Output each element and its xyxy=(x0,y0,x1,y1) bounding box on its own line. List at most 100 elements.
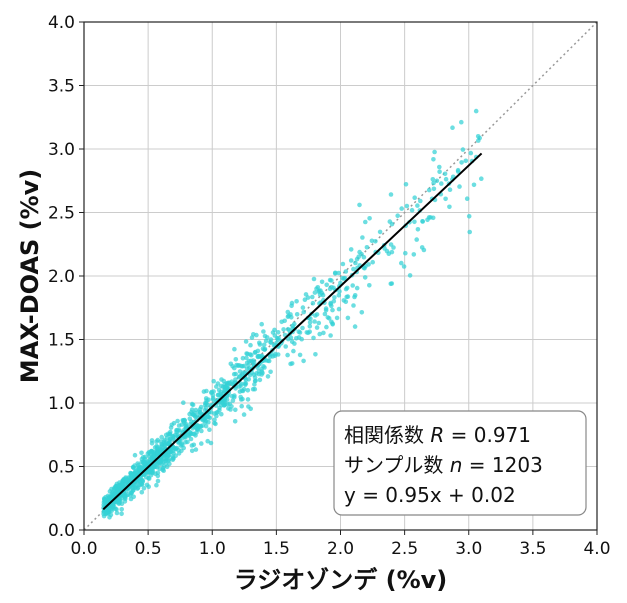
data-points xyxy=(101,108,484,520)
data-point xyxy=(139,489,145,495)
data-point xyxy=(198,424,203,430)
data-point xyxy=(268,369,273,375)
data-point xyxy=(116,499,121,505)
data-point xyxy=(140,464,146,470)
x-axis-label: ラジオゾンデ (%v) xyxy=(234,566,448,594)
regression-line xyxy=(102,152,483,511)
data-point xyxy=(232,419,238,424)
data-point xyxy=(299,336,305,342)
data-point xyxy=(324,324,329,330)
x-tick-label: 3.0 xyxy=(455,539,482,559)
data-point xyxy=(135,485,141,491)
y-tick-label: 1.5 xyxy=(48,331,75,351)
data-point xyxy=(167,450,173,455)
data-point xyxy=(431,180,436,186)
data-point xyxy=(131,488,136,493)
data-point xyxy=(122,494,127,499)
y-tick-label: 1.0 xyxy=(48,394,75,414)
data-point xyxy=(212,420,217,426)
data-point xyxy=(245,388,251,393)
data-point xyxy=(304,330,310,335)
data-point xyxy=(317,292,323,298)
data-point xyxy=(431,157,436,162)
data-point xyxy=(340,276,345,281)
data-point xyxy=(460,147,466,152)
data-point xyxy=(363,219,368,225)
data-point xyxy=(205,438,210,444)
data-point xyxy=(107,489,113,494)
data-point xyxy=(475,134,481,139)
data-point xyxy=(230,364,235,369)
data-point xyxy=(217,405,222,411)
data-point xyxy=(430,177,436,182)
data-point xyxy=(362,266,367,271)
data-point xyxy=(234,362,239,368)
data-point xyxy=(247,372,253,378)
y-tick-labels: 0.0 0.5 1.0 1.5 2.0 2.5 3.0 3.5 4.0 xyxy=(48,13,84,541)
data-point xyxy=(409,207,415,213)
data-point xyxy=(119,511,124,517)
data-point xyxy=(238,383,243,388)
data-point xyxy=(254,332,259,338)
correlation-text: 相関係数 R = 0.971 xyxy=(344,423,531,447)
data-point xyxy=(432,149,437,155)
data-point xyxy=(159,434,164,440)
y-tick-label: 3.5 xyxy=(48,77,75,97)
y-tick-label: 0.5 xyxy=(48,458,75,478)
data-point xyxy=(311,335,316,341)
data-point xyxy=(367,216,372,221)
data-point xyxy=(283,344,289,349)
data-point xyxy=(242,381,248,386)
data-point xyxy=(241,386,247,392)
data-point xyxy=(146,476,152,481)
data-point xyxy=(431,186,437,192)
x-tick-label: 2.5 xyxy=(391,539,418,559)
data-point xyxy=(443,176,449,182)
data-point xyxy=(176,423,182,428)
data-point xyxy=(265,374,271,379)
data-point xyxy=(273,351,278,357)
x-tick-labels: 0.0 0.5 1.0 1.5 2.0 2.5 3.0 3.5 4.0 xyxy=(70,530,611,559)
data-point xyxy=(181,400,186,406)
data-point xyxy=(146,484,151,490)
data-point xyxy=(285,309,291,315)
data-point xyxy=(388,242,394,247)
correlation-value: = 0.971 xyxy=(444,423,531,447)
data-point xyxy=(313,352,318,357)
data-point xyxy=(348,258,354,263)
data-point xyxy=(268,340,274,346)
data-point xyxy=(373,239,378,244)
data-point xyxy=(312,290,318,295)
data-point xyxy=(240,355,246,361)
data-point xyxy=(403,250,408,256)
data-point xyxy=(119,507,124,512)
data-point xyxy=(199,428,204,434)
data-point xyxy=(285,326,291,332)
data-point xyxy=(336,270,342,276)
data-point xyxy=(322,311,328,317)
data-point xyxy=(141,485,147,491)
data-point xyxy=(282,318,288,324)
sample-count-text: サンプル数 n = 1203 xyxy=(344,453,543,477)
y-tick-label: 2.5 xyxy=(48,204,75,224)
data-point xyxy=(174,427,180,433)
data-point xyxy=(404,203,410,209)
data-point xyxy=(310,300,316,306)
data-point xyxy=(112,486,117,491)
data-point xyxy=(171,451,176,456)
data-point xyxy=(199,441,204,446)
data-point xyxy=(276,335,281,341)
data-point xyxy=(195,427,200,433)
data-point xyxy=(161,464,167,470)
data-point xyxy=(307,324,313,329)
data-point xyxy=(215,409,220,415)
data-point xyxy=(467,229,473,235)
data-point xyxy=(145,459,151,464)
data-point xyxy=(207,427,212,433)
data-point xyxy=(447,187,453,192)
data-point xyxy=(281,327,286,332)
fit-line-group xyxy=(102,152,483,511)
data-point xyxy=(316,320,322,326)
data-point xyxy=(246,362,251,368)
data-point xyxy=(122,477,127,483)
